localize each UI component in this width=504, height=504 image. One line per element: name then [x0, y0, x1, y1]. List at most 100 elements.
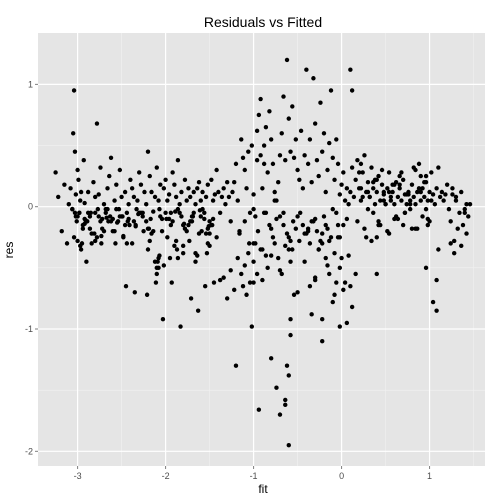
scatter-point	[202, 210, 207, 216]
scatter-point	[78, 243, 83, 249]
scatter-point	[96, 214, 101, 219]
scatter-point	[198, 198, 203, 203]
scatter-point	[429, 170, 434, 175]
scatter-point	[328, 235, 334, 240]
scatter-point	[392, 182, 397, 187]
scatter-point	[170, 219, 175, 224]
scatter-point	[337, 192, 343, 197]
scatter-point	[297, 177, 302, 182]
scatter-point	[307, 241, 313, 246]
scatter-point	[283, 158, 288, 163]
scatter-point	[157, 206, 162, 212]
scatter-point	[122, 189, 128, 195]
scatter-point	[409, 226, 415, 231]
scatter-point	[224, 296, 230, 301]
scatter-point	[246, 149, 251, 154]
scatter-point	[261, 210, 267, 216]
scatter-point	[125, 219, 130, 224]
scatter-point	[443, 192, 448, 197]
scatter-point	[425, 222, 431, 228]
scatter-point	[335, 222, 341, 228]
scatter-point	[131, 194, 137, 200]
scatter-point	[247, 210, 253, 216]
scatter-point	[141, 228, 146, 234]
scatter-point	[168, 222, 174, 228]
scatter-point	[249, 324, 255, 329]
scatter-point	[74, 219, 79, 224]
scatter-point	[420, 186, 425, 191]
scatter-point	[411, 194, 416, 200]
scatter-point	[122, 222, 128, 228]
scatter-point	[415, 189, 420, 195]
scatter-point	[353, 177, 358, 182]
scatter-point	[460, 222, 466, 228]
scatter-point	[281, 210, 286, 216]
y-tick-label: 0	[28, 202, 33, 212]
scatter-point	[173, 209, 178, 214]
scatter-point	[101, 228, 107, 234]
scatter-point	[325, 226, 330, 231]
scatter-point	[83, 217, 88, 223]
scatter-point	[413, 226, 418, 231]
scatter-point	[309, 219, 314, 224]
scatter-point	[108, 155, 114, 160]
scatter-point	[228, 268, 233, 273]
scatter-point	[335, 161, 341, 167]
scatter-point	[173, 238, 179, 244]
scatter-point	[128, 177, 133, 182]
scatter-point	[327, 140, 332, 146]
scatter-point	[244, 186, 249, 191]
scatter-point	[242, 263, 247, 268]
scatter-point	[205, 241, 211, 246]
scatter-point	[467, 202, 473, 207]
scatter-point	[251, 192, 256, 197]
scatter-point	[135, 198, 140, 203]
scatter-point	[180, 243, 186, 249]
scatter-point	[80, 226, 86, 231]
scatter-point	[172, 243, 177, 249]
scatter-point	[390, 189, 395, 195]
scatter-point	[286, 443, 291, 448]
scatter-point	[341, 222, 346, 228]
scatter-point	[300, 222, 306, 228]
scatter-point	[251, 206, 256, 212]
scatter-point	[284, 231, 290, 236]
scatter-point	[81, 158, 86, 163]
scatter-point	[420, 214, 425, 219]
scatter-point	[436, 247, 441, 252]
scatter-point	[397, 186, 402, 191]
scatter-point	[72, 149, 78, 154]
scatter-point	[206, 224, 211, 229]
scatter-point	[177, 210, 182, 216]
scatter-point	[258, 247, 263, 252]
scatter-point	[53, 170, 58, 175]
scatter-point	[360, 194, 365, 200]
scatter-point	[152, 194, 158, 200]
scatter-point	[268, 253, 274, 258]
scatter-point	[272, 241, 277, 246]
scatter-point	[89, 241, 94, 246]
scatter-point	[188, 296, 194, 301]
scatter-point	[277, 268, 283, 273]
scatter-point	[174, 247, 180, 252]
scatter-point	[156, 198, 161, 203]
scatter-point	[255, 228, 261, 234]
scatter-point	[117, 167, 123, 173]
scatter-point	[251, 259, 256, 264]
scatter-point	[408, 198, 413, 203]
scatter-point	[163, 177, 168, 182]
scatter-point	[397, 182, 402, 187]
scatter-point	[320, 339, 325, 344]
scatter-point	[103, 206, 108, 212]
scatter-point	[295, 290, 300, 295]
scatter-point	[378, 198, 383, 203]
scatter-point	[283, 402, 288, 408]
scatter-point	[232, 180, 237, 185]
scatter-point	[193, 259, 198, 264]
scatter-point	[202, 283, 208, 289]
scatter-point	[113, 241, 118, 246]
scatter-point	[321, 131, 327, 136]
scatter-point	[242, 167, 247, 173]
scatter-point	[334, 280, 339, 285]
scatter-point	[277, 153, 283, 158]
